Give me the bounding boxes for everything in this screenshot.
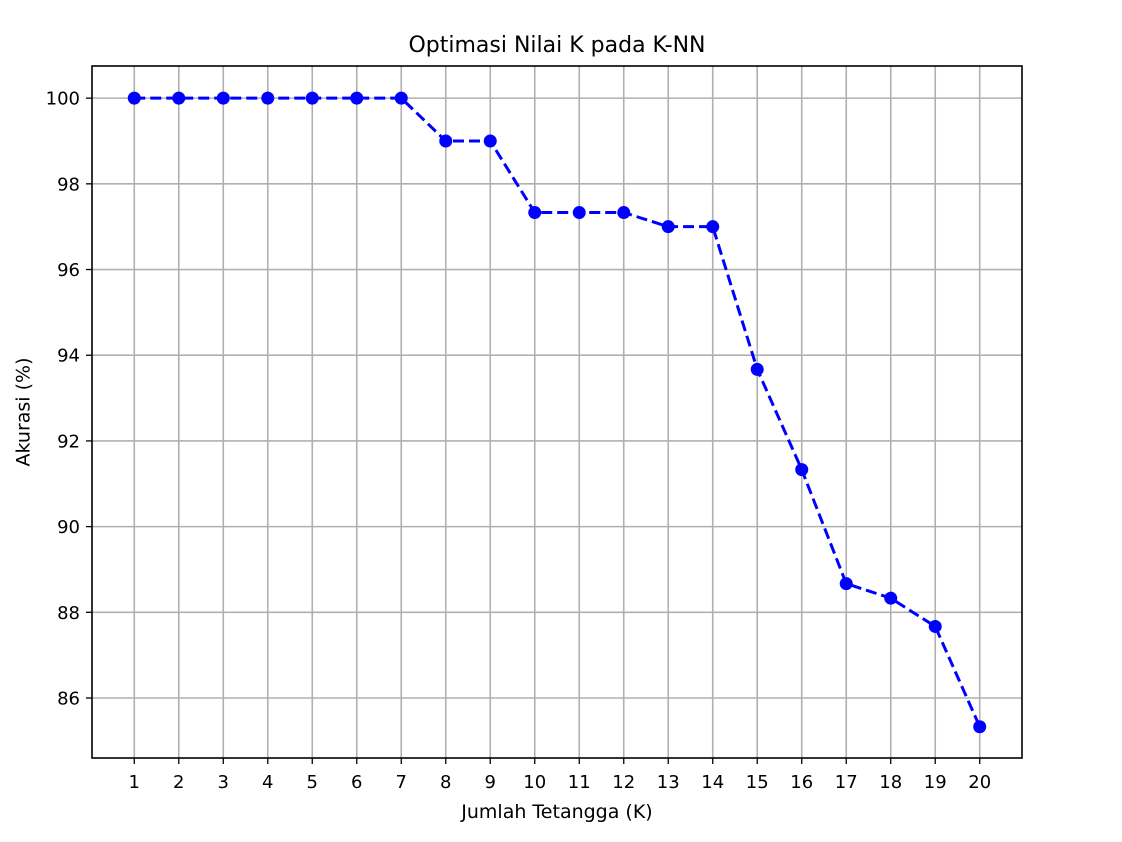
data-point bbox=[350, 91, 364, 105]
x-tick-label: 3 bbox=[218, 772, 229, 793]
x-tick-label: 11 bbox=[568, 772, 591, 793]
y-tick-label: 98 bbox=[57, 174, 80, 195]
data-point bbox=[617, 206, 631, 220]
y-tick-label: 96 bbox=[57, 260, 80, 281]
x-tick-label: 19 bbox=[924, 772, 947, 793]
y-tick-label: 86 bbox=[57, 689, 80, 710]
y-axis-label: Akurasi (%) bbox=[13, 357, 35, 466]
plot-frame bbox=[91, 65, 1023, 759]
data-point bbox=[706, 220, 720, 234]
x-tick-label: 5 bbox=[307, 772, 318, 793]
x-tick-label: 15 bbox=[746, 772, 769, 793]
data-point bbox=[305, 91, 319, 105]
data-point bbox=[661, 220, 675, 234]
y-tick-label: 100 bbox=[46, 89, 80, 110]
data-point bbox=[483, 134, 497, 148]
x-tick-label: 6 bbox=[351, 772, 362, 793]
data-point bbox=[172, 91, 186, 105]
x-tick-label: 4 bbox=[262, 772, 273, 793]
data-point bbox=[394, 91, 408, 105]
data-point bbox=[839, 577, 853, 591]
x-tick-label: 17 bbox=[835, 772, 858, 793]
x-tick-label: 18 bbox=[879, 772, 902, 793]
grid bbox=[92, 66, 1022, 758]
series-line bbox=[134, 96, 982, 728]
data-point bbox=[973, 720, 987, 734]
y-axis-ticks: 86 88 90 92 94 96 98 100 bbox=[46, 89, 92, 710]
x-tick-label: 7 bbox=[396, 772, 407, 793]
series-layer bbox=[127, 91, 987, 734]
y-tick-label: 88 bbox=[57, 603, 80, 624]
y-tick-label: 92 bbox=[57, 431, 80, 452]
x-tick-label: 13 bbox=[657, 772, 680, 793]
x-tick-label: 8 bbox=[440, 772, 451, 793]
y-tick-label: 90 bbox=[57, 517, 80, 538]
data-point bbox=[127, 91, 141, 105]
x-tick-label: 2 bbox=[173, 772, 184, 793]
y-tick-label: 94 bbox=[57, 346, 80, 367]
x-axis-ticks: 1 2 3 4 5 6 7 8 9 10 11 12 13 14 15 16 17 18 19 20 bbox=[129, 758, 991, 793]
data-point bbox=[884, 591, 898, 605]
x-tick-label: 16 bbox=[790, 772, 813, 793]
data-point bbox=[928, 619, 942, 633]
x-axis-label: Jumlah Tetangga (K) bbox=[460, 801, 652, 823]
x-tick-label: 14 bbox=[701, 772, 724, 793]
data-point bbox=[795, 463, 809, 477]
chart-title: Optimasi Nilai K pada K-NN bbox=[408, 33, 705, 58]
x-tick-label: 10 bbox=[523, 772, 546, 793]
x-tick-label: 1 bbox=[129, 772, 140, 793]
data-point bbox=[439, 134, 453, 148]
x-tick-label: 9 bbox=[485, 772, 496, 793]
data-point bbox=[750, 362, 764, 376]
x-tick-label: 12 bbox=[612, 772, 635, 793]
data-point bbox=[528, 206, 542, 220]
data-point bbox=[572, 206, 586, 220]
data-point bbox=[261, 91, 275, 105]
x-tick-label: 20 bbox=[968, 772, 991, 793]
data-point bbox=[216, 91, 230, 105]
